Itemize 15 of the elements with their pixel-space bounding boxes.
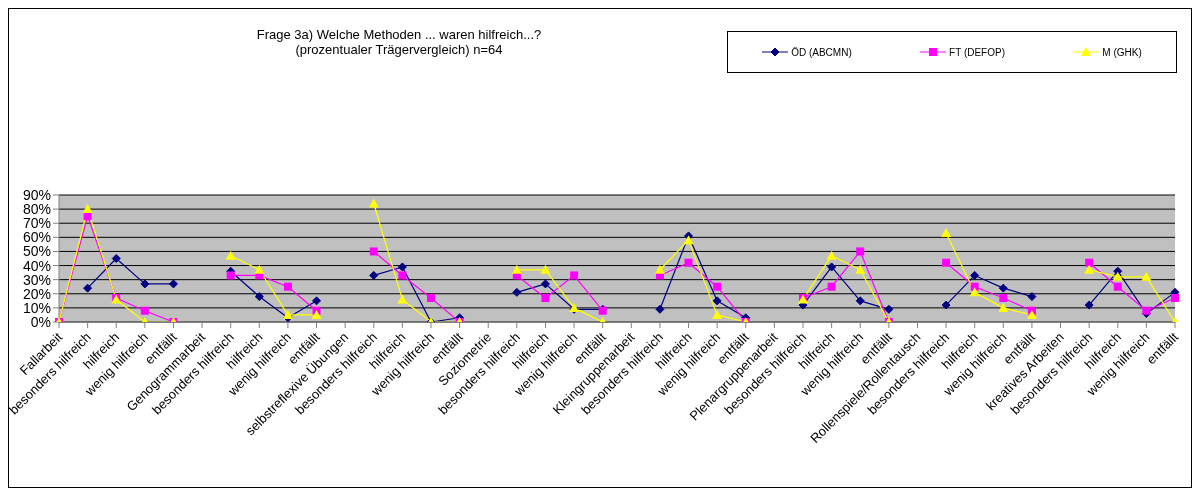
y-tick-label: 50% [22, 243, 51, 260]
legend-label: FT (DEFOP) [948, 46, 1006, 58]
legend-label: M (GHK) [1101, 46, 1142, 58]
chart-title: Frage 3a) Welche Methoden ... waren hilfreich...? [255, 27, 543, 42]
y-tick-label: 30% [22, 271, 51, 288]
y-tick-label: 90% [22, 186, 51, 203]
y-tick-label: 0% [30, 313, 51, 330]
y-tick-label: 20% [22, 285, 51, 302]
y-tick-label: 40% [22, 257, 51, 274]
chart-subtitle: (prozentualer Trägervergleich) n=64 [294, 42, 504, 57]
y-tick-label: 60% [22, 229, 51, 246]
y-tick-label: 10% [22, 299, 51, 316]
y-tick-label: 70% [22, 215, 51, 232]
legend-label: ÖD (ABCMN) [790, 46, 852, 58]
y-tick-label: 80% [22, 201, 51, 218]
